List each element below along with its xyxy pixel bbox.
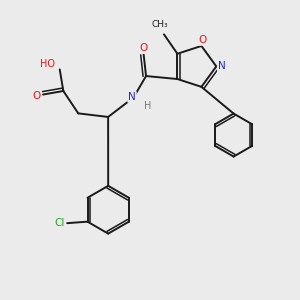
Text: CH₃: CH₃ [151, 20, 168, 29]
Text: O: O [32, 91, 40, 101]
Text: HO: HO [40, 59, 55, 69]
Text: Cl: Cl [55, 218, 65, 228]
Text: O: O [199, 35, 207, 45]
Text: O: O [140, 43, 148, 53]
Text: N: N [218, 61, 226, 71]
Text: N: N [128, 92, 136, 102]
Text: H: H [144, 101, 152, 111]
